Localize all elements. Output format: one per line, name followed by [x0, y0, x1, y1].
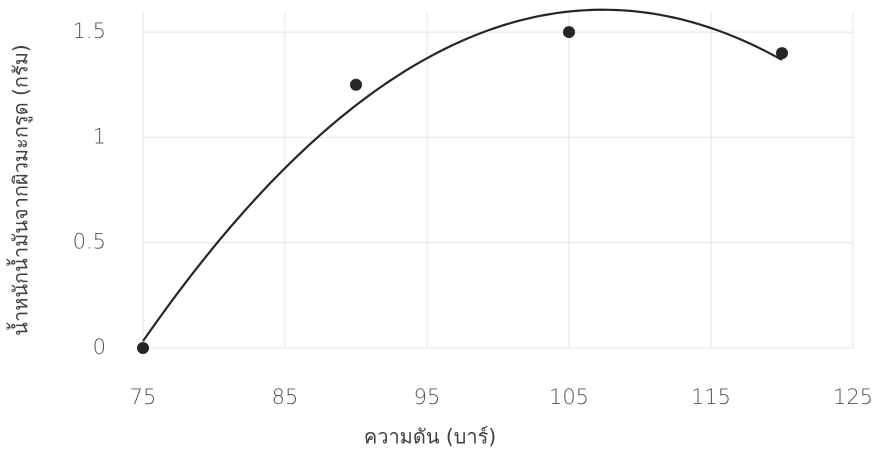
point	[137, 342, 149, 354]
x-axis-label: ความดัน (บาร์)	[364, 425, 496, 449]
x-tick-label: 105	[549, 385, 589, 409]
x-tick-label: 115	[691, 385, 731, 409]
point	[350, 78, 362, 91]
y-tick-label: 1	[93, 124, 106, 148]
x-tick-label: 85	[272, 385, 299, 409]
y-tick-label: 0	[93, 335, 106, 359]
y-tick-label: 1.5	[73, 19, 106, 43]
x-tick-label: 75	[130, 385, 157, 409]
point	[776, 47, 788, 60]
point	[563, 26, 575, 39]
x-tick-label: 95	[414, 385, 441, 409]
y-tick-label: 0.5	[73, 230, 106, 254]
y-axis-label: น้ำหนักน้ำมันจากผิวมะกรูด (กรัม)	[7, 44, 34, 335]
x-tick-label: 125	[833, 385, 873, 409]
trendline	[142, 8, 783, 342]
